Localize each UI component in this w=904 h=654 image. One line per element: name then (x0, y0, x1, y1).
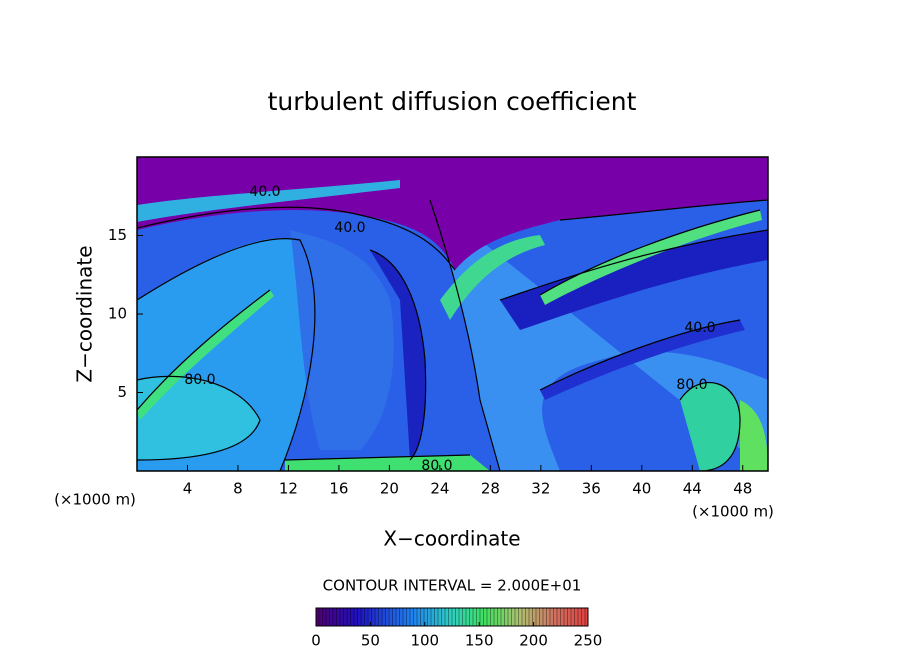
colorbar-tick-label: 150 (465, 632, 494, 650)
contour-field (137, 157, 768, 471)
chart-title: turbulent diffusion coefficient (268, 87, 637, 116)
x-unit: (×1000 m) (692, 503, 774, 521)
contour-label: 40.0 (249, 184, 280, 200)
contour-label: 80.0 (421, 458, 452, 474)
colorbar-tick-label: 100 (410, 632, 439, 650)
x-unit: (×1000 m) (54, 491, 136, 509)
x-tick-label: 28 (481, 480, 500, 498)
colorbar-tick-label: 200 (519, 632, 548, 650)
x-tick-label: 12 (279, 480, 298, 498)
contour-label: 40.0 (334, 220, 365, 236)
x-tick-label: 36 (582, 480, 601, 498)
x-tick-label: 16 (329, 480, 348, 498)
x-tick-label: 4 (183, 480, 193, 498)
colorbar-tick-label: 50 (361, 632, 380, 650)
x-tick-label: 24 (430, 480, 449, 498)
x-tick-label: 20 (380, 480, 399, 498)
contour-label: 80.0 (676, 377, 707, 393)
x-tick-label: 40 (632, 480, 651, 498)
y-tick-label: 15 (108, 226, 127, 244)
contour-label: 80.0 (184, 372, 215, 388)
colorbar-tick-label: 0 (311, 632, 321, 650)
x-axis-label: X−coordinate (383, 527, 520, 551)
contour-label: 40.0 (684, 320, 715, 336)
x-tick-label: 48 (733, 480, 752, 498)
x-tick-label: 8 (233, 480, 243, 498)
contour-interval: CONTOUR INTERVAL = 2.000E+01 (323, 577, 582, 595)
colorbar-tick-label: 250 (574, 632, 603, 650)
y-tick-label: 10 (108, 305, 127, 323)
y-axis-label: Z−coordinate (73, 245, 97, 382)
x-tick-label: 32 (531, 480, 550, 498)
colorbar-frame (315, 607, 589, 627)
x-tick-label: 44 (683, 480, 702, 498)
y-tick-label: 5 (117, 383, 127, 401)
